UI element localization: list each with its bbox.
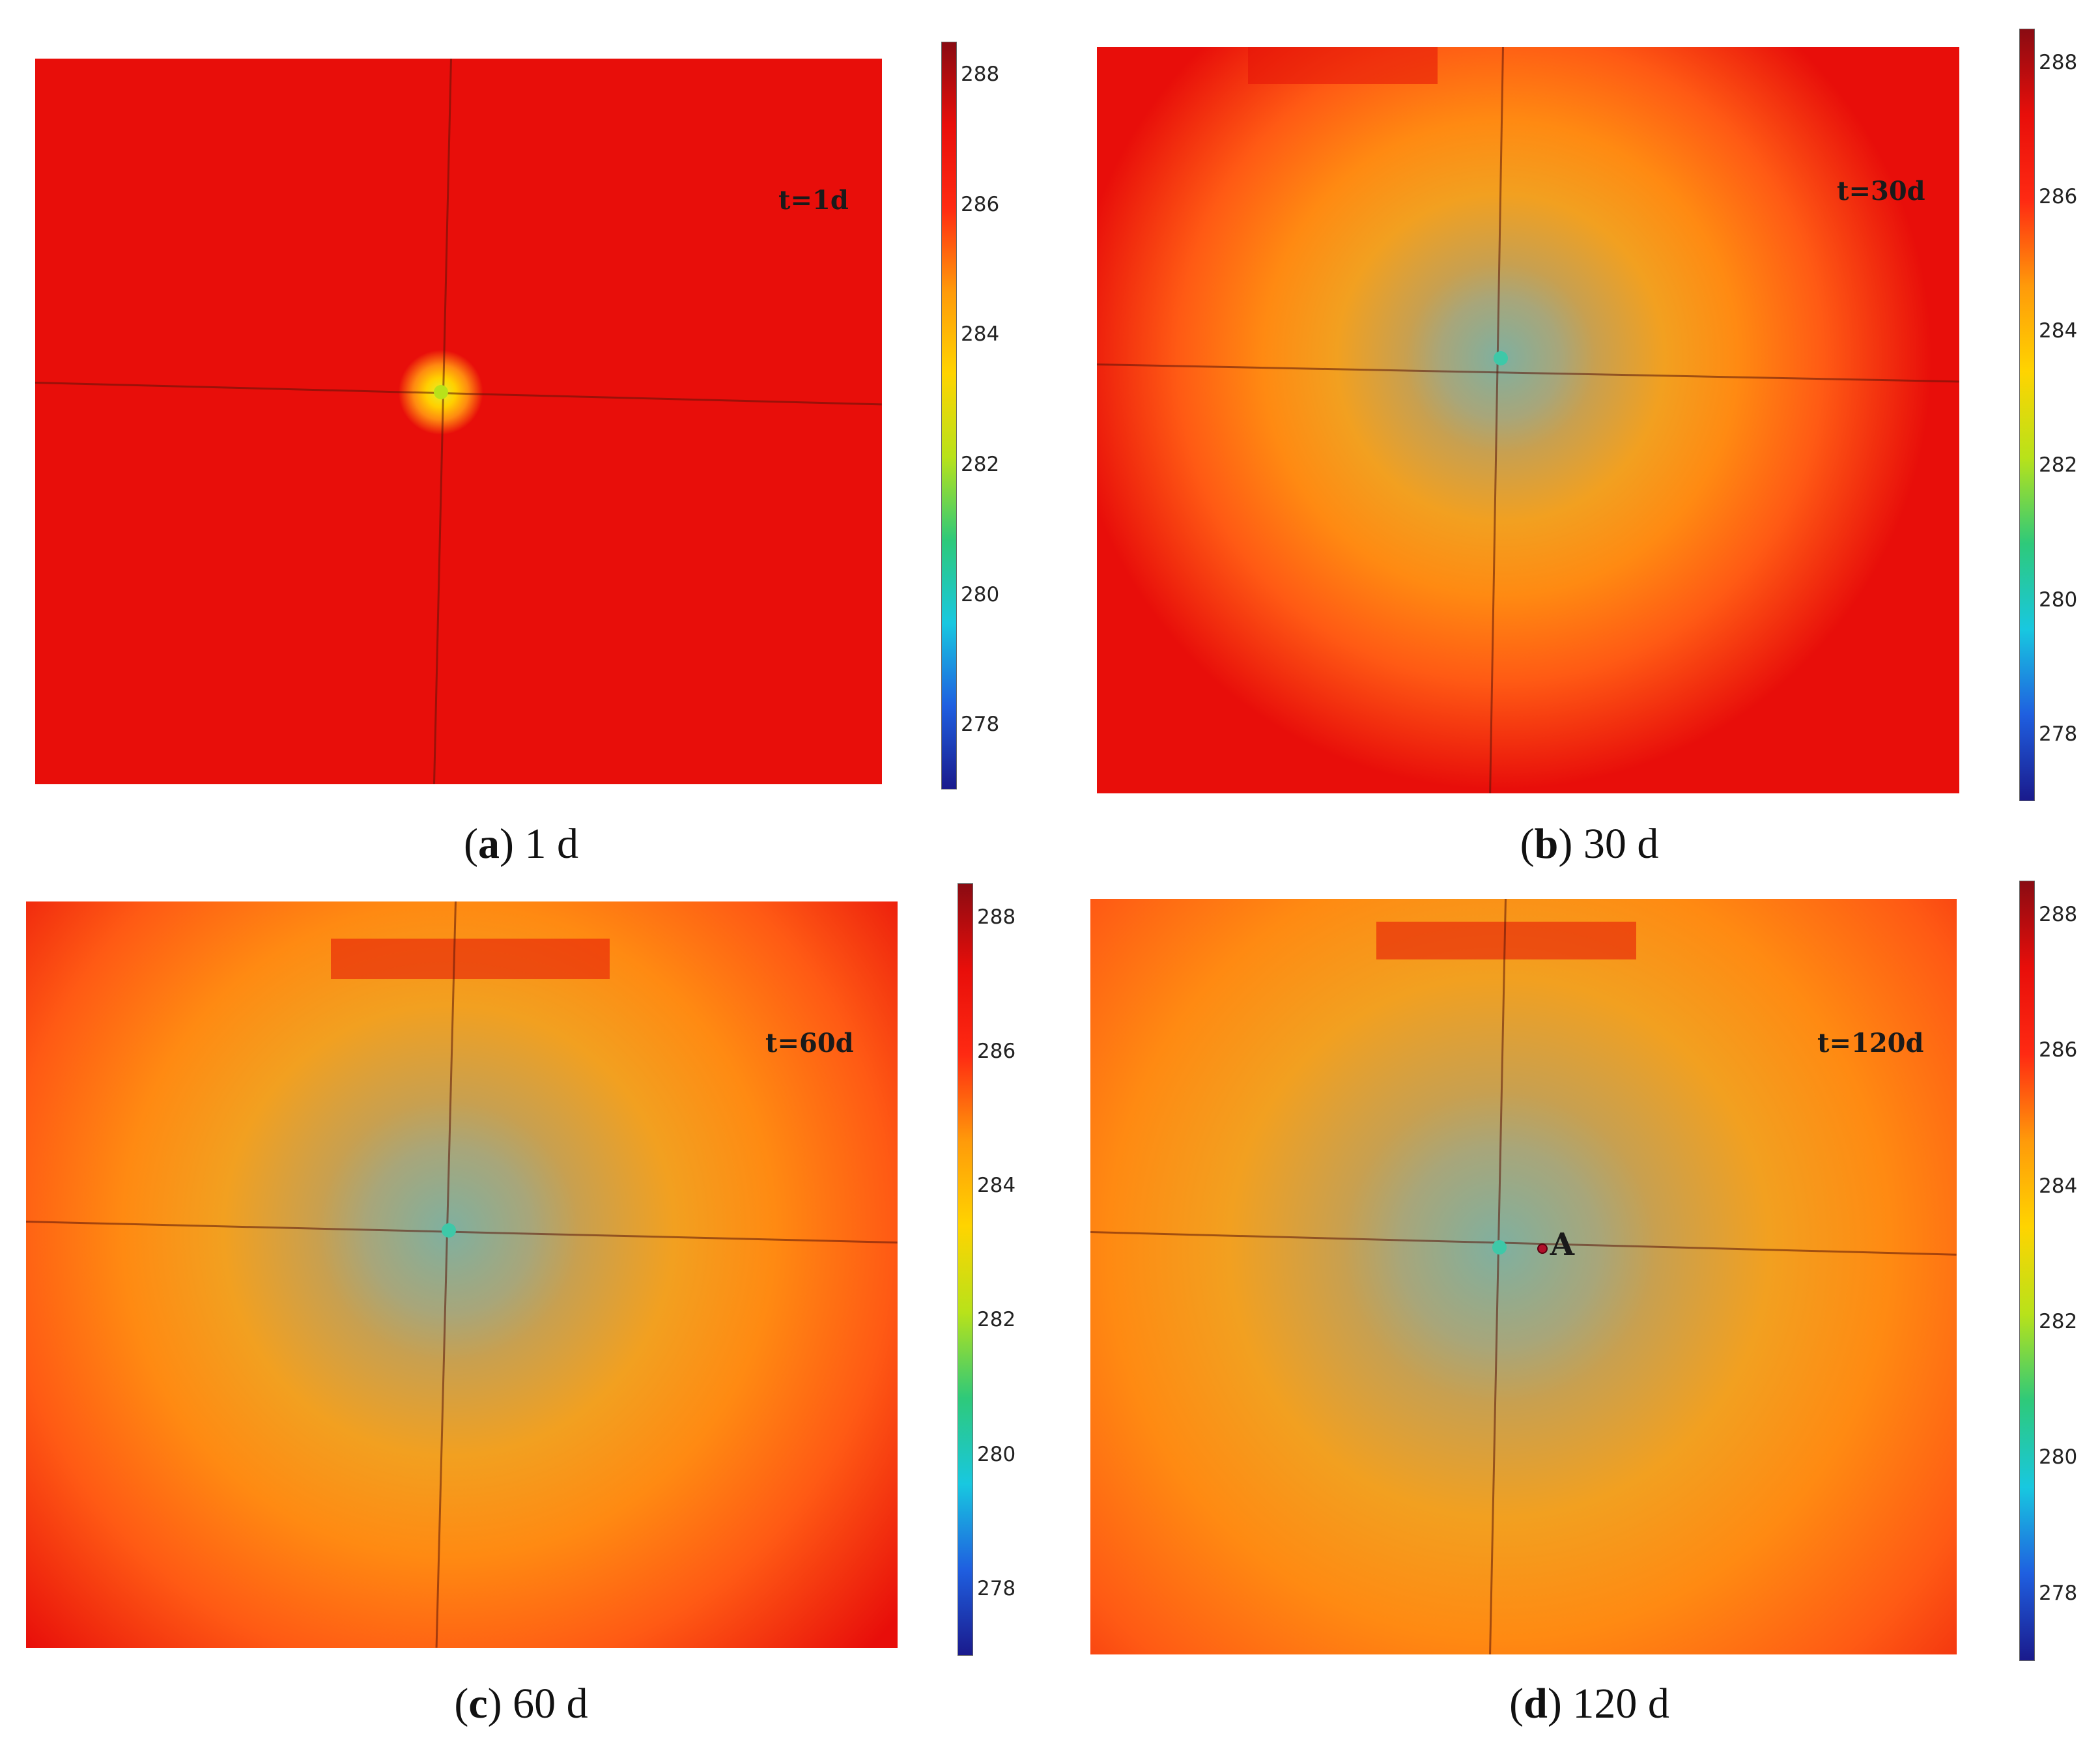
colorbar-tick-label-a-288: 288 xyxy=(961,62,1000,86)
time-label-a: t=1d xyxy=(778,185,849,216)
plot-area-a xyxy=(35,59,882,784)
caption-letter-c: c xyxy=(468,1680,488,1727)
colorbar-tick-label-b-286: 286 xyxy=(2039,184,2078,208)
colorbar-c xyxy=(958,883,973,1656)
domain-region-b xyxy=(1247,47,1438,85)
colorbar-tick-label-d-280: 280 xyxy=(2039,1445,2078,1469)
well-point-c xyxy=(441,1223,456,1238)
colorbar-d xyxy=(2019,881,2035,1661)
well-point-a xyxy=(433,385,448,400)
colorbar-tick-label-c-280: 280 xyxy=(977,1442,1016,1466)
caption-c: (c) 60 d xyxy=(454,1680,588,1727)
colorbar-tick-label-d-282: 282 xyxy=(2039,1310,2078,1334)
caption-letter-d: d xyxy=(1524,1680,1548,1727)
colorbar-tick-label-b-282: 282 xyxy=(2039,453,2078,477)
colorbar-tick-label-b-284: 284 xyxy=(2039,319,2078,343)
colorbar-tick-label-d-288: 288 xyxy=(2039,903,2078,927)
colorbar-tick-label-b-288: 288 xyxy=(2039,50,2078,74)
time-label-c: t=60d xyxy=(765,1028,854,1058)
colorbar-tick-label-d-284: 284 xyxy=(2039,1174,2078,1198)
temperature-field-c xyxy=(26,901,898,1648)
well-point-d xyxy=(1492,1240,1507,1255)
caption-letter-a: a xyxy=(478,820,500,868)
plot-area-c xyxy=(26,901,898,1648)
colorbar-tick-label-b-280: 280 xyxy=(2039,588,2078,612)
caption-text-c: 60 d xyxy=(513,1680,588,1727)
time-label-d: t=120d xyxy=(1817,1028,1924,1058)
colorbar-tick-label-a-280: 280 xyxy=(961,582,1000,606)
caption-b: (b) 30 d xyxy=(1520,820,1659,868)
caption-text-d: 120 d xyxy=(1572,1680,1669,1727)
caption-text-a: 1 d xyxy=(524,820,578,868)
colorbar-tick-label-c-288: 288 xyxy=(977,905,1016,929)
caption-letter-b: b xyxy=(1534,820,1559,868)
colorbar-b xyxy=(2019,29,2035,801)
colorbar-tick-label-b-278: 278 xyxy=(2039,722,2078,746)
colorbar-tick-label-c-278: 278 xyxy=(977,1576,1016,1600)
colorbar-tick-label-a-282: 282 xyxy=(961,452,1000,476)
caption-d: (d) 120 d xyxy=(1509,1680,1669,1727)
temperature-field-d xyxy=(1090,899,1957,1654)
caption-a: (a) 1 d xyxy=(464,820,578,868)
colorbar-tick-label-c-284: 284 xyxy=(977,1174,1016,1198)
caption-text-b: 30 d xyxy=(1583,820,1659,868)
domain-region-c xyxy=(331,939,610,980)
colorbar-a xyxy=(941,42,957,789)
temperature-field-b xyxy=(1097,47,1959,793)
colorbar-tick-label-d-286: 286 xyxy=(2039,1038,2078,1062)
colorbar-tick-label-d-278: 278 xyxy=(2039,1581,2078,1605)
observation-point-marker xyxy=(1537,1243,1548,1254)
time-label-b: t=30d xyxy=(1837,176,1925,206)
colorbar-tick-label-a-286: 286 xyxy=(961,192,1000,216)
plot-area-d: A xyxy=(1090,899,1957,1654)
temperature-field-a xyxy=(35,59,882,784)
colorbar-tick-label-a-278: 278 xyxy=(961,713,1000,737)
domain-region-d xyxy=(1376,921,1636,959)
observation-point-label: A xyxy=(1550,1226,1574,1263)
well-point-b xyxy=(1493,350,1508,365)
colorbar-tick-label-c-282: 282 xyxy=(977,1308,1016,1332)
colorbar-tick-label-a-284: 284 xyxy=(961,322,1000,347)
colorbar-tick-label-c-286: 286 xyxy=(977,1039,1016,1063)
plot-area-b xyxy=(1097,47,1959,793)
